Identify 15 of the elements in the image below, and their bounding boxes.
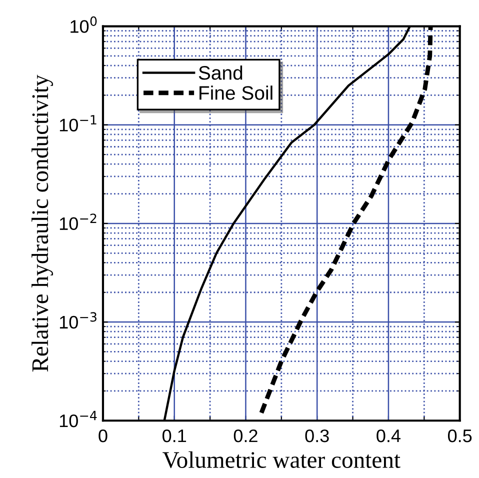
x-tick-label: 0.3 <box>305 429 329 442</box>
x-tick-label: 0.5 <box>448 429 472 442</box>
x-tick-label: 0.2 <box>234 429 258 442</box>
y-tick-label: 10$^{0}$ <box>70 16 97 33</box>
y-tick-label: 10$^{−4}$ <box>60 410 97 428</box>
y-tick-label: 10$^{−2}$ <box>60 214 96 230</box>
y-tick-label: 10$^{−3}$ <box>60 312 96 329</box>
x-tick-label: 0.4 <box>376 429 400 442</box>
x-tick-label: 0 <box>98 429 108 442</box>
y-tick-label: 10$^{−1}$ <box>60 115 96 132</box>
x-axis-title: Volumetric water content <box>162 451 400 468</box>
legend-label: Sand <box>198 66 242 80</box>
x-tick-label: 0.1 <box>162 429 186 442</box>
y-axis-title: Relative hydraulic conductivity <box>32 74 54 372</box>
legend-label: Fine Soil <box>200 86 272 100</box>
